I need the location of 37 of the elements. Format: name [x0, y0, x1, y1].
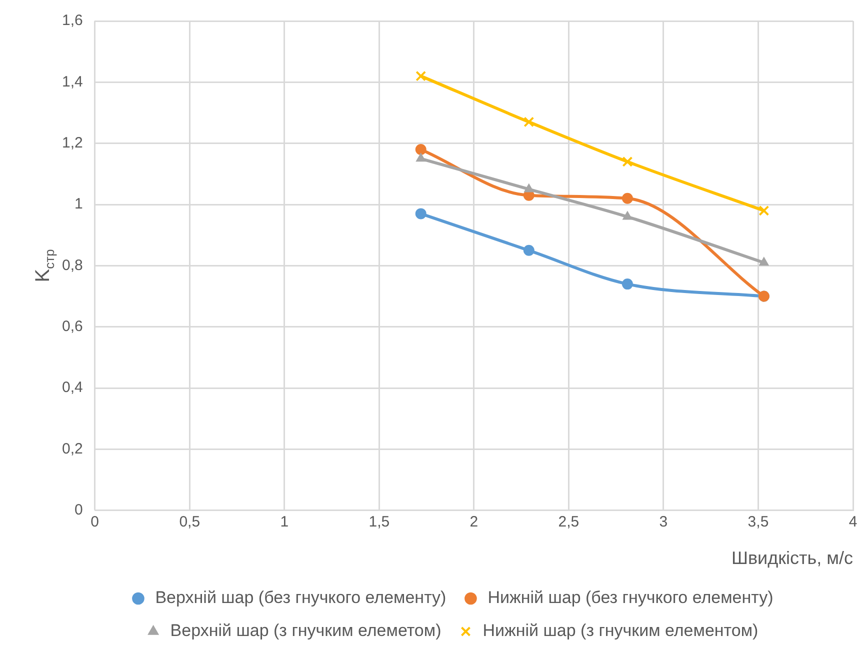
point — [416, 153, 426, 162]
legend-label: Верхній шар (з гнучким елеметом) — [170, 621, 442, 640]
legend-label: Нижній шар (з гнучким елементом) — [482, 621, 758, 640]
y-tick-label: 0,6 — [62, 318, 83, 336]
point — [622, 156, 633, 167]
legend-label: Нижній шар (без гнучкого елементу) — [488, 588, 774, 608]
x-tick-label: 0,5 — [179, 514, 200, 531]
x-tick-label: 0 — [90, 514, 100, 531]
y-tick-label: 1,2 — [62, 134, 83, 152]
y-tick-label: 1,4 — [62, 73, 83, 90]
point — [523, 244, 534, 256]
point — [415, 208, 426, 220]
x-tick-label: 2,5 — [558, 514, 580, 531]
x-tick-label: 1 — [280, 514, 289, 531]
y-tick-label: 1 — [74, 196, 83, 213]
point — [416, 70, 426, 82]
point — [524, 184, 534, 192]
point — [622, 192, 633, 204]
y-tick-label: 0,4 — [62, 379, 83, 396]
x-tick-label: 3 — [659, 514, 668, 531]
y-tick-label: 1,6 — [62, 12, 83, 30]
point — [524, 116, 534, 128]
point — [622, 211, 632, 220]
point — [758, 205, 770, 216]
point — [622, 278, 633, 290]
y-axis-title: Kстр — [32, 249, 57, 282]
x-tick-label: 1,5 — [368, 514, 390, 531]
y-tick-label: 0,8 — [62, 256, 83, 274]
y-tick-label: 0 — [74, 502, 83, 519]
x-tick-label: 4 — [848, 514, 858, 531]
x-tick-label: 2 — [470, 514, 478, 531]
x-tick-label: 3,5 — [748, 514, 769, 531]
y-tick-label: 0,2 — [62, 440, 83, 458]
point — [759, 257, 769, 266]
legend-label: Верхній шар (без гнучкого елементу) — [155, 588, 446, 608]
x-axis-title: Швидкість, м/с — [732, 548, 853, 568]
point — [415, 144, 426, 155]
